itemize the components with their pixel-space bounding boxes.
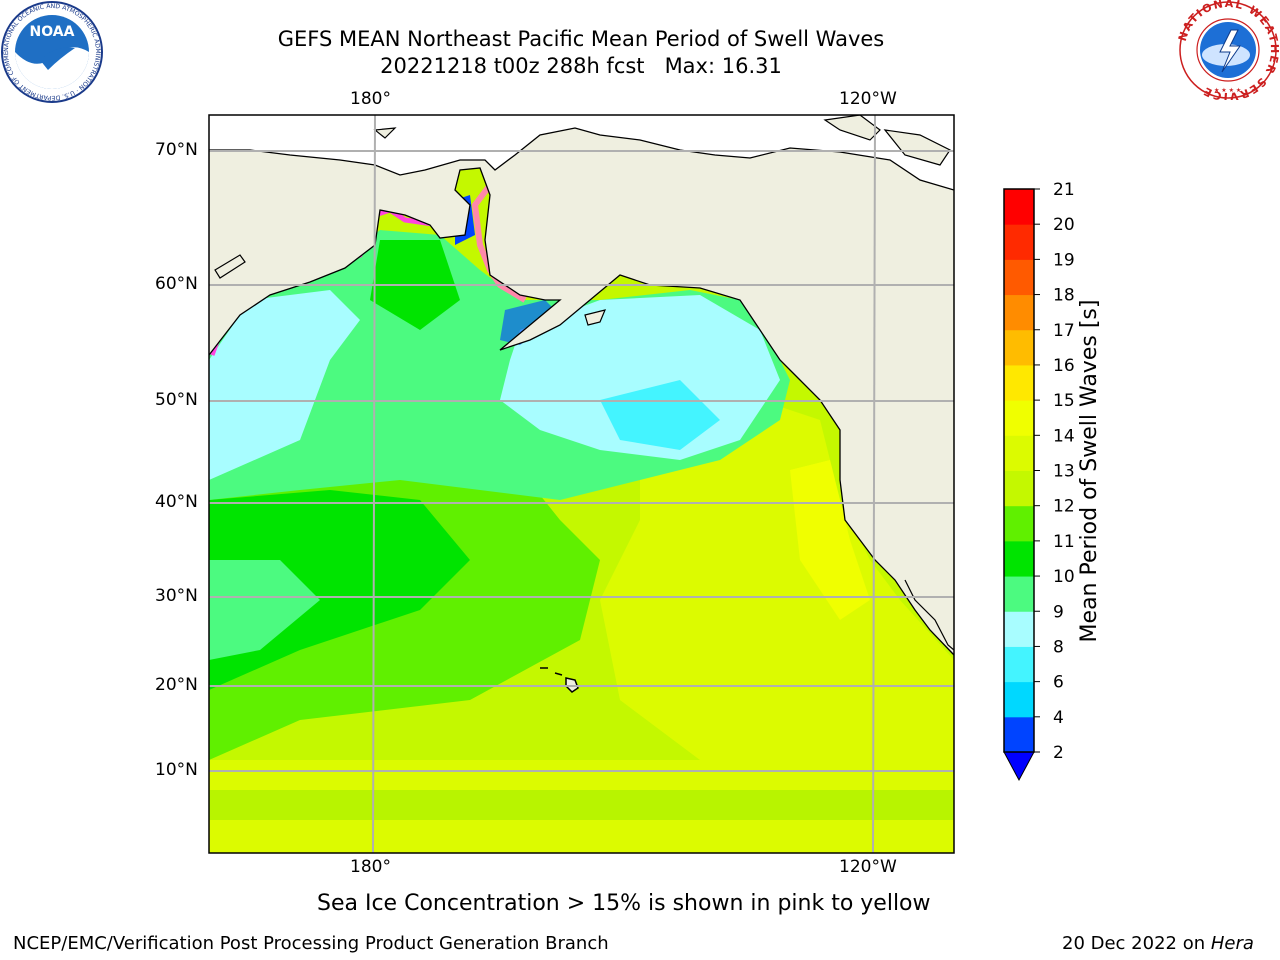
colorbar-swatch: [1004, 224, 1034, 260]
y-tick-50n: 50°N: [155, 390, 198, 410]
sea-ice-note: Sea Ice Concentration > 15% is shown in …: [317, 891, 931, 916]
x-tick-bottom-120w: 120°W: [839, 857, 897, 877]
region-cook-inlet: [500, 300, 560, 345]
chart-subtitle: 20221218 t00z 288h fcst Max: 16.31: [380, 54, 782, 78]
colorbar-tick-label: 12: [1053, 497, 1075, 517]
colorbar-under-arrow: [1003, 751, 1035, 782]
colorbar-swatch: [1004, 329, 1034, 366]
colorbar-tick-label: 16: [1053, 356, 1075, 376]
colorbar-ticks: 2 4 6 8 9 10 11 12 13 14 15 16 17 18 19 20 21: [1034, 180, 1075, 763]
colorbar-tick-label: 9: [1053, 602, 1064, 622]
colorbar-tick-label: 18: [1053, 286, 1075, 306]
st-lawrence-island: [214, 254, 246, 279]
colorbar-swatch: [1004, 259, 1034, 296]
colorbar-tick-label: 2: [1053, 743, 1064, 763]
colorbar-swatch: [1004, 716, 1034, 753]
arctic-ocean: [209, 115, 954, 190]
colorbar-swatch: [1004, 611, 1034, 647]
colorbar-tick-label: 4: [1053, 708, 1064, 728]
region-west-mint: [209, 560, 320, 660]
nws-logo: NATIONAL WEATHER SERVICE ★ ★ ★ ★: [1176, 0, 1280, 100]
colorbar-swatch: [1004, 294, 1034, 331]
colorbar-tick-label: 19: [1053, 250, 1075, 270]
colorbar-swatch: [1004, 681, 1034, 718]
x-tick-bottom-180: 180°: [350, 857, 391, 877]
gridline-180: [372, 115, 376, 853]
region-gulf-core: [600, 380, 720, 450]
colorbar-tick-label: 8: [1053, 637, 1064, 657]
region-east-bright: [790, 460, 870, 620]
colorbar-label: Mean Period of Swell Waves [s]: [1077, 300, 1102, 643]
gridline-120w: [872, 115, 876, 853]
y-tick-60n: 60°N: [155, 274, 198, 294]
x-tick-top-180: 180°: [350, 89, 391, 109]
baja-coast: [904, 579, 954, 651]
coastline-main: [209, 167, 954, 656]
noaa-logo: NATIONAL OCEANIC AND ATMOSPHERIC ADMINIS…: [0, 0, 103, 103]
footer-host: Hera: [1210, 933, 1254, 954]
y-tick-30n: 30°N: [155, 586, 198, 606]
colorbar-swatch: [1004, 400, 1034, 436]
colorbar-tick-label: 20: [1053, 215, 1075, 235]
colorbar-swatch: [1004, 364, 1034, 401]
region-northwest-cyan: [209, 290, 360, 480]
colorbar-tick-label: 6: [1053, 673, 1064, 693]
region-east-yellow: [600, 400, 954, 760]
y-tick-70n: 70°N: [155, 140, 198, 160]
colorbar-swatch: [1004, 646, 1034, 683]
colorbar-swatch: [1004, 435, 1034, 471]
footer-left: NCEP/EMC/Verification Post Processing Pr…: [13, 933, 609, 954]
coastline-arctic: [209, 127, 954, 191]
x-tick-top-120w: 120°W: [839, 89, 897, 109]
svg-text:★ ★ ★ ★: ★ ★ ★ ★: [1214, 87, 1241, 94]
colorbar-tick-label: 11: [1053, 532, 1075, 552]
colorbar-tick-label: 13: [1053, 462, 1075, 482]
y-tick-20n: 20°N: [155, 675, 198, 695]
region-south-stripe: [209, 790, 954, 820]
colorbar-swatch: [1004, 470, 1034, 507]
colorbar-swatch: [1004, 540, 1034, 577]
colorbar-swatch: [1004, 189, 1034, 225]
colorbar: 2 4 6 8 9 10 11 12 13 14 15 16 17 18 19 20 21 Mean Perio…: [1003, 180, 1102, 782]
noaa-logo-text: NOAA: [30, 24, 75, 40]
colorbar-tick-label: 21: [1053, 180, 1075, 200]
colorbar-tick-label: 15: [1053, 391, 1075, 411]
colorbar-swatch: [1004, 505, 1034, 542]
y-tick-40n: 40°N: [155, 492, 198, 512]
y-tick-10n: 10°N: [155, 760, 198, 780]
kodiak-island: [584, 309, 607, 326]
chart-title: GEFS MEAN Northeast Pacific Mean Period …: [277, 27, 885, 51]
colorbar-tick-label: 10: [1053, 567, 1075, 587]
footer-right: 20 Dec 2022 on Hera: [1062, 933, 1254, 954]
region-west-darkgreen: [209, 490, 470, 690]
land-mass: [209, 115, 954, 655]
gridlines: [209, 115, 954, 853]
footer-date: 20 Dec 2022 on: [1062, 933, 1211, 954]
colorbar-tick-label: 14: [1053, 426, 1075, 446]
colorbar-tick-label: 17: [1053, 321, 1075, 341]
colorbar-swatches: [1004, 189, 1034, 753]
colorbar-swatch: [1004, 576, 1034, 612]
map-frame: [208, 114, 955, 854]
